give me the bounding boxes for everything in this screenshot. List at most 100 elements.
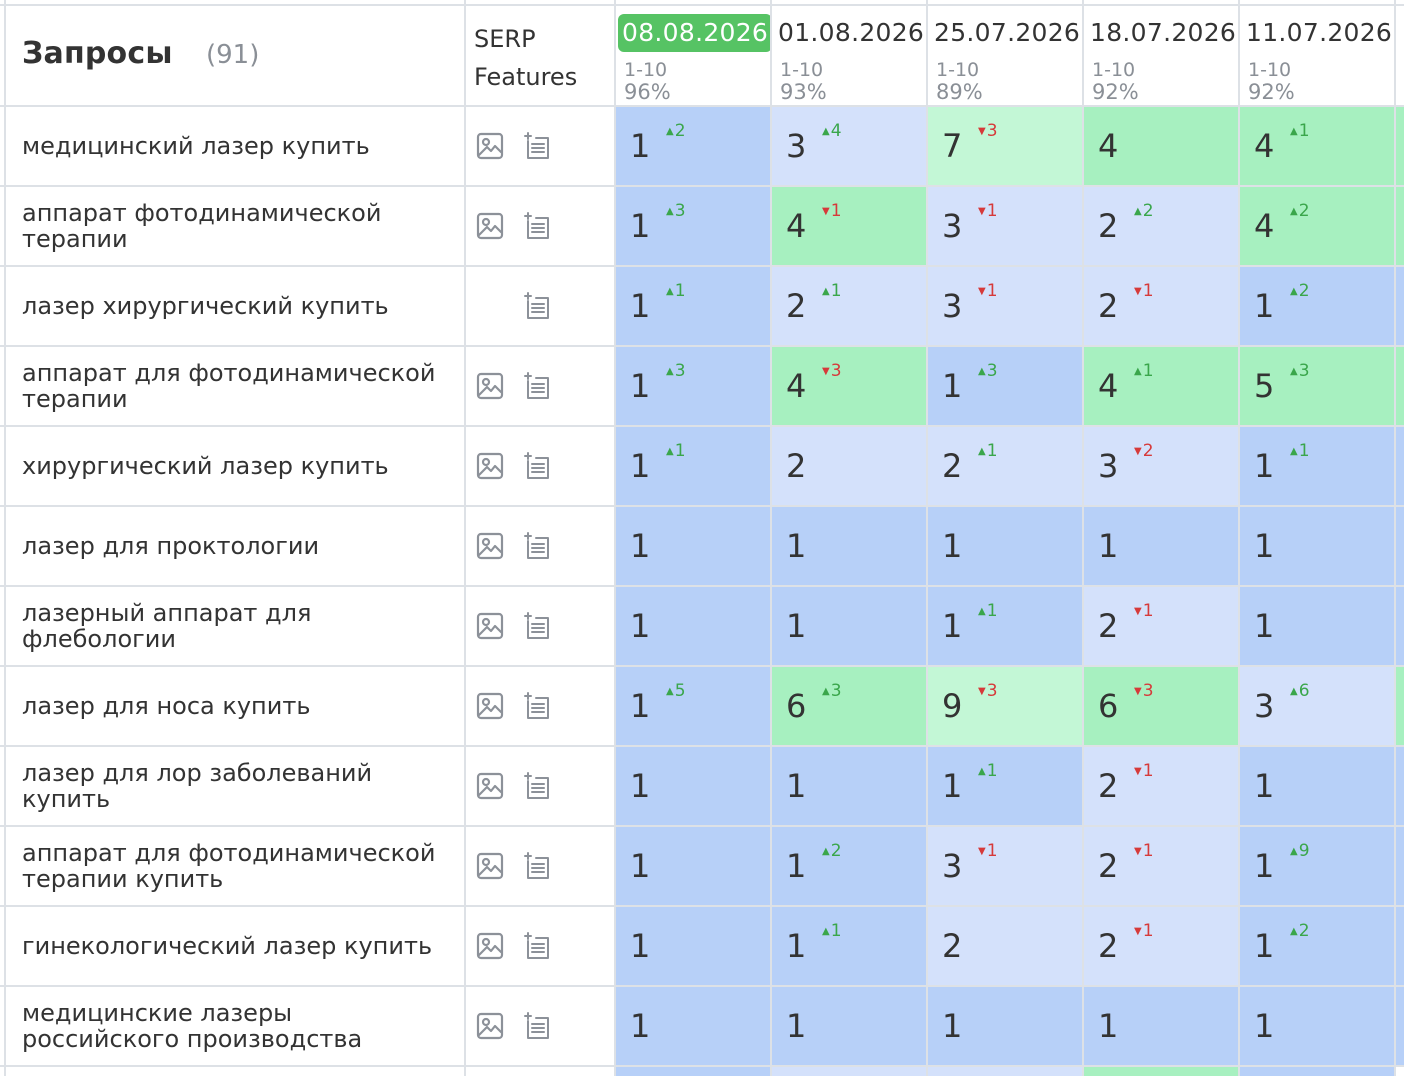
featured-list-icon[interactable]: [522, 850, 554, 882]
position-cell[interactable]: 2 ▼1: [1082, 266, 1238, 346]
position-cell[interactable]: 1 ▲9: [1238, 826, 1394, 906]
image-icon[interactable]: [474, 130, 506, 162]
image-icon[interactable]: [474, 530, 506, 562]
position-cell[interactable]: 9 ▼3: [926, 666, 1082, 746]
position-cell[interactable]: 4 ▲1: [1082, 346, 1238, 426]
position-cell[interactable]: 1 ▲2: [614, 106, 770, 186]
position-cell[interactable]: 1: [1082, 986, 1238, 1066]
featured-list-icon[interactable]: [522, 690, 554, 722]
featured-list-icon[interactable]: [522, 530, 554, 562]
position-cell[interactable]: 4 ▲2: [1238, 186, 1394, 266]
image-icon[interactable]: [474, 770, 506, 802]
featured-list-icon[interactable]: [522, 1010, 554, 1042]
position-cell[interactable]: 1 ▲1: [614, 266, 770, 346]
position-cell[interactable]: 2 ▼1: [1082, 826, 1238, 906]
position-cell[interactable]: 4 ▼1: [770, 186, 926, 266]
position-cell[interactable]: 2 ▲1: [926, 426, 1082, 506]
position-cell[interactable]: 1: [770, 586, 926, 666]
position-cell[interactable]: 1: [926, 506, 1082, 586]
position-cell[interactable]: 3 ▼1: [926, 826, 1082, 906]
image-icon[interactable]: [474, 930, 506, 962]
position-cell[interactable]: 1 ▲3: [926, 346, 1082, 426]
query-text[interactable]: гинекологический лазер купить: [22, 906, 442, 986]
query-text[interactable]: аппарат для фотодинамической терапии: [22, 346, 442, 426]
image-icon[interactable]: [474, 210, 506, 242]
position-cell[interactable]: 4 ▼3: [770, 346, 926, 426]
position-cell[interactable]: 1: [926, 986, 1082, 1066]
position-cell[interactable]: 1 ▲2: [1238, 266, 1394, 346]
position-cell[interactable]: 2: [770, 426, 926, 506]
featured-list-icon[interactable]: [522, 290, 554, 322]
position-cell[interactable]: 1: [614, 986, 770, 1066]
position-cell[interactable]: 1: [614, 506, 770, 586]
position-cell[interactable]: 1: [614, 826, 770, 906]
featured-list-icon[interactable]: [522, 130, 554, 162]
position-cell[interactable]: 7 ▼3: [926, 106, 1082, 186]
featured-list-icon[interactable]: [522, 210, 554, 242]
position-cell[interactable]: 1: [1238, 746, 1394, 826]
image-icon[interactable]: [474, 450, 506, 482]
position-cell[interactable]: 3 ▼1: [926, 186, 1082, 266]
position-cell[interactable]: 1 ▲3: [614, 186, 770, 266]
query-text[interactable]: лазер для носа купить: [22, 666, 442, 746]
image-icon[interactable]: [474, 370, 506, 402]
query-text[interactable]: лазерный аппарат для флебологии: [22, 586, 442, 666]
queries-header[interactable]: Запросы: [22, 36, 173, 71]
query-text[interactable]: лазер хирургический купить: [22, 266, 442, 346]
featured-list-icon[interactable]: [522, 610, 554, 642]
position-cell[interactable]: 1: [1238, 586, 1394, 666]
query-text[interactable]: медицинский лазер купить: [22, 106, 442, 186]
position-cell[interactable]: 1: [770, 746, 926, 826]
position-cell[interactable]: 1: [1082, 506, 1238, 586]
featured-list-icon[interactable]: [522, 450, 554, 482]
featured-list-icon[interactable]: [522, 930, 554, 962]
position-cell[interactable]: 1 ▲2: [1238, 906, 1394, 986]
position-cell[interactable]: 4: [1082, 106, 1238, 186]
position-cell[interactable]: 1: [1238, 506, 1394, 586]
query-text[interactable]: лазер для проктологии: [22, 506, 442, 586]
position-cell[interactable]: 1 ▲1: [926, 746, 1082, 826]
query-text[interactable]: аппарат фотодинамической терапии: [22, 186, 442, 266]
position-cell[interactable]: 6 ▼3: [1082, 666, 1238, 746]
position-cell[interactable]: 1: [770, 986, 926, 1066]
position-cell[interactable]: 3 ▲6: [1238, 666, 1394, 746]
position-cell[interactable]: 3 ▼1: [926, 266, 1082, 346]
position-cell[interactable]: 1: [614, 746, 770, 826]
position-cell[interactable]: 1: [1238, 986, 1394, 1066]
position-cell[interactable]: 2 ▼1: [1082, 586, 1238, 666]
date-column-header[interactable]: 08.08.2026: [618, 14, 773, 52]
position-cell[interactable]: 1 ▲2: [770, 826, 926, 906]
position-cell[interactable]: 1 ▲1: [1238, 426, 1394, 506]
position-cell[interactable]: 1 ▲3: [614, 346, 770, 426]
position-cell[interactable]: 2: [926, 906, 1082, 986]
position-cell[interactable]: 1 ▲1: [926, 586, 1082, 666]
date-column-header[interactable]: 25.07.2026: [934, 18, 1081, 47]
position-cell[interactable]: 5 ▲3: [1238, 346, 1394, 426]
position-cell[interactable]: 2 ▲2: [1082, 186, 1238, 266]
position-cell[interactable]: 1 ▲1: [614, 426, 770, 506]
position-cell[interactable]: 1 ▲5: [614, 666, 770, 746]
image-icon[interactable]: [474, 610, 506, 642]
position-cell[interactable]: 2 ▲1: [770, 266, 926, 346]
query-text[interactable]: хирургический лазер купить: [22, 426, 442, 506]
image-icon[interactable]: [474, 1010, 506, 1042]
query-text[interactable]: лазер для лор заболеваний купить: [22, 746, 442, 826]
query-text[interactable]: аппарат для фотодинамической терапии куп…: [22, 826, 442, 906]
position-cell[interactable]: 1: [770, 506, 926, 586]
position-cell[interactable]: 3 ▼2: [1082, 426, 1238, 506]
featured-list-icon[interactable]: [522, 370, 554, 402]
date-column-header[interactable]: 18.07.2026: [1090, 18, 1237, 47]
position-cell[interactable]: 4 ▲1: [1238, 106, 1394, 186]
position-cell[interactable]: 2 ▼1: [1082, 906, 1238, 986]
position-cell[interactable]: 2 ▼1: [1082, 746, 1238, 826]
position-cell[interactable]: 1: [614, 906, 770, 986]
date-column-header[interactable]: 11.07.2026: [1246, 18, 1393, 47]
image-icon[interactable]: [474, 850, 506, 882]
query-text[interactable]: медицинские лазеры российского производс…: [22, 986, 442, 1066]
featured-list-icon[interactable]: [522, 770, 554, 802]
date-column-header[interactable]: 01.08.2026: [778, 18, 925, 47]
position-cell[interactable]: 1: [614, 586, 770, 666]
position-cell[interactable]: 1 ▲1: [770, 906, 926, 986]
serp-features-header[interactable]: SERP Features: [474, 25, 578, 91]
position-cell[interactable]: 6 ▲3: [770, 666, 926, 746]
